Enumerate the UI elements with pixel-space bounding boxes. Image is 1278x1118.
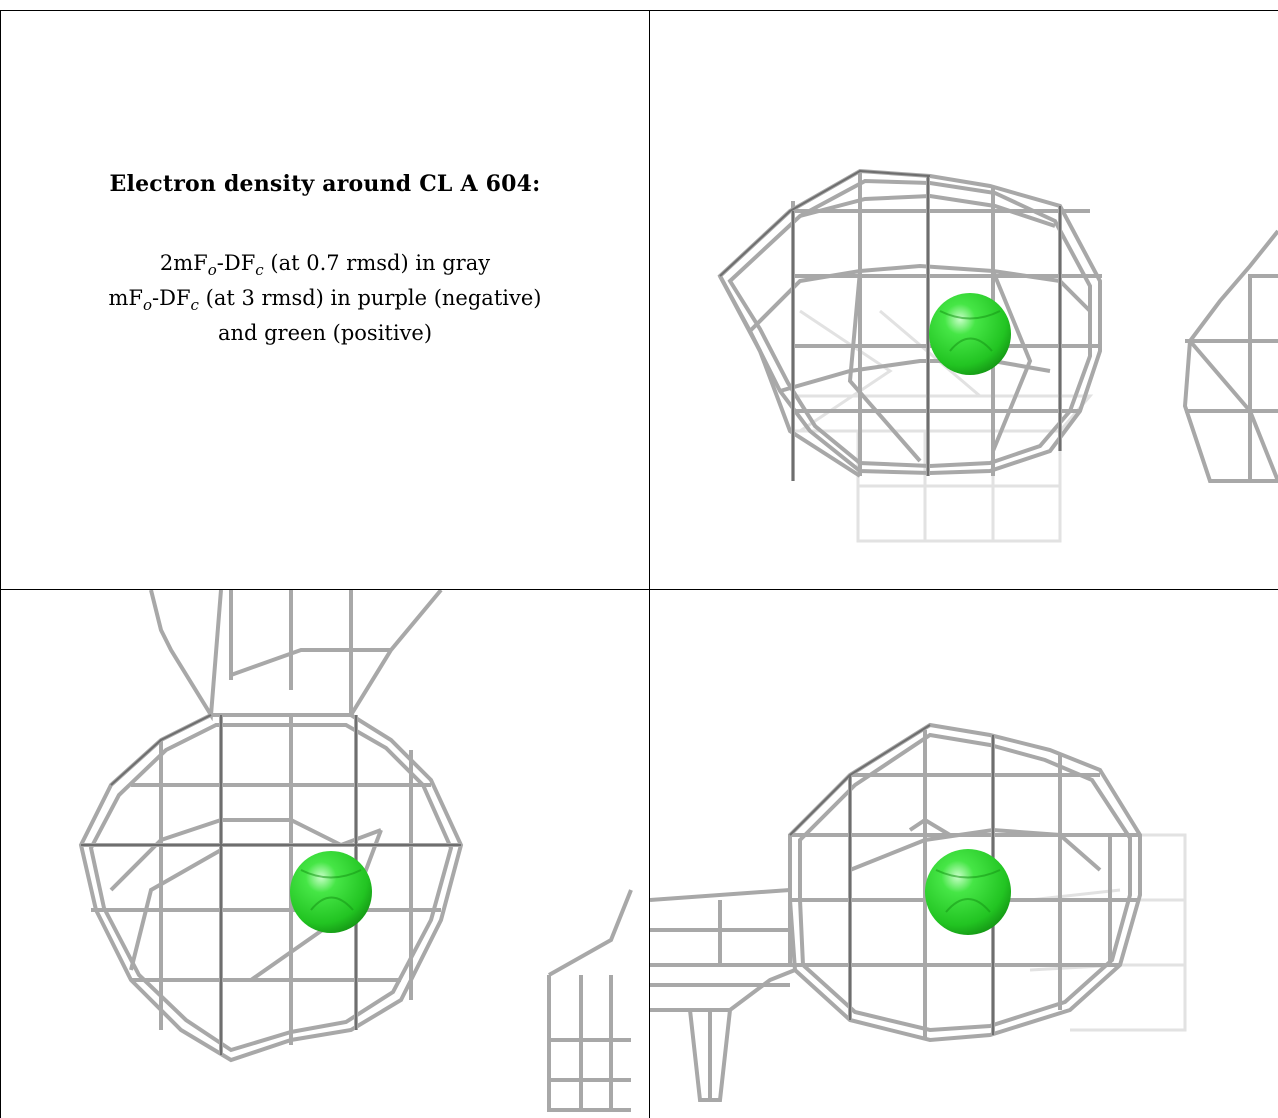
view-top-right [650, 11, 1278, 589]
caption-text: (at 3 rmsd) in purple (negative) [198, 286, 542, 311]
caption-text: mF [108, 286, 143, 311]
caption-line-colors: and green (positive) [217, 321, 433, 346]
gray-mesh [78, 590, 464, 1063]
faint-mesh [1029, 833, 1187, 1032]
mesh-shadow [719, 169, 1061, 481]
view-bottom-left [1, 590, 649, 1118]
atom-shading [935, 869, 1001, 913]
gray-mesh-neighbor [547, 889, 633, 1112]
caption-title: Electron density around CL A 604: [109, 171, 541, 197]
density-mesh-top-right [717, 168, 1278, 543]
gray-mesh [717, 168, 1102, 481]
caption-subscript: c [255, 261, 264, 280]
caption-text: -DF [216, 251, 256, 275]
caption-panel: Electron density around CL A 604: 2mFo-D… [1, 11, 649, 589]
caption-line-2mfo: 2mFo-DFc (at 0.7 rmsd) in gray [15, 249, 635, 284]
caption-text: -DF [152, 286, 191, 311]
view-bottom-right [650, 590, 1278, 1118]
caption-subscript: o [143, 296, 153, 315]
caption-subscript: o [207, 261, 217, 280]
density-mesh-bottom-right [650, 722, 1187, 1102]
density-mesh-bottom-left [78, 590, 633, 1112]
atom-shading [300, 869, 362, 911]
frame-top-border [0, 10, 1278, 11]
caption-block: Electron density around CL A 604: 2mFo-D… [15, 171, 635, 347]
atom-shading [939, 310, 1001, 352]
gray-mesh [650, 722, 1142, 1102]
chloride-atom-sphere [925, 849, 1011, 935]
frame-row-divider [0, 589, 1278, 590]
caption-text: 2mF [159, 251, 208, 275]
chloride-atom-sphere [929, 293, 1011, 375]
frame-middle-divider [649, 10, 650, 1118]
chloride-atom-sphere [290, 851, 372, 933]
caption-text: (at 0.7 rmsd) in gray [263, 251, 491, 275]
gray-mesh-neighbor [1182, 229, 1278, 483]
caption-line-mfo: mFo-DFc (at 3 rmsd) in purple (negative) [15, 284, 635, 319]
frame-left-border [0, 10, 1, 1118]
caption-subscript: c [190, 296, 199, 315]
